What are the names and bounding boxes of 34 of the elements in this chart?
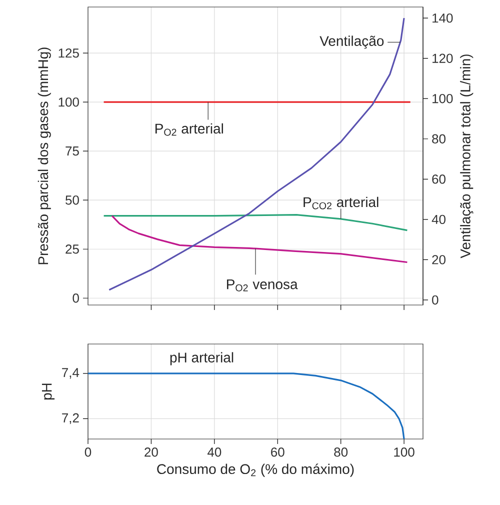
x-tick-label: 20 (144, 448, 158, 457)
line-series (111, 214, 408, 264)
x-tick-label: 40 (207, 448, 222, 457)
y2-tick-label: 100 (432, 94, 453, 104)
y2-tick-label: 140 (432, 13, 453, 23)
y-tick-label: 7,4 (62, 368, 80, 379)
x-axis-title: Consumo de O$_{2}$ (% do máximo) (157, 464, 354, 477)
series-label: P$_{O2}$ arterial (155, 123, 223, 136)
series-label: P$_{CO2}$ arterial (304, 196, 378, 210)
y-axis-title: pH (42, 384, 55, 400)
y-tick-label: 7,2 (62, 413, 79, 424)
y2-axis-title: Ventilação pulmonar total (L/min) (460, 54, 474, 258)
y-axis-title: Pressão parcial dos gases (mmHg) (38, 48, 51, 264)
line-series (108, 17, 405, 291)
y-tick-label: 75 (66, 146, 79, 156)
y-tick-label: 100 (58, 97, 79, 107)
y-tick-label: 125 (58, 48, 79, 58)
y2-tick-label: 0 (432, 295, 438, 305)
y2-tick-label: 120 (432, 54, 453, 63)
series-label: Ventilação (320, 36, 384, 49)
text: P$_{O2}$ venosa (226, 279, 298, 292)
series-label: pH arterial (170, 352, 234, 366)
x-tick-label: 80 (334, 448, 348, 457)
x-tick-label: 60 (271, 448, 284, 457)
y-tick-label: 25 (66, 244, 79, 254)
y2-tick-label: 60 (432, 174, 446, 184)
x-tick-label: 100 (394, 448, 414, 457)
x-tick-label: 0 (84, 448, 92, 457)
y2-tick-label: 40 (432, 214, 446, 224)
y2-tick-label: 20 (432, 255, 446, 264)
y2-tick-label: 80 (432, 134, 446, 144)
line-series (87, 372, 405, 440)
y-tick-label: 50 (66, 196, 79, 205)
y-tick-label: 0 (72, 294, 79, 303)
